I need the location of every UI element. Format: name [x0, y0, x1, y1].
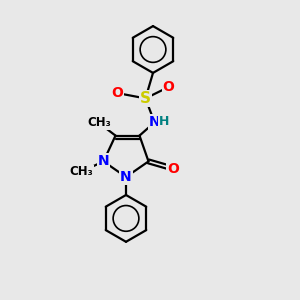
Text: CH₃: CH₃ [87, 116, 111, 130]
Text: O: O [111, 86, 123, 100]
Text: N: N [120, 170, 132, 184]
Text: N: N [149, 116, 160, 129]
Text: CH₃: CH₃ [70, 165, 94, 178]
Text: N: N [98, 154, 109, 168]
Text: H: H [159, 115, 169, 128]
Text: S: S [140, 91, 151, 106]
Text: O: O [167, 162, 179, 176]
Text: O: O [163, 80, 175, 94]
